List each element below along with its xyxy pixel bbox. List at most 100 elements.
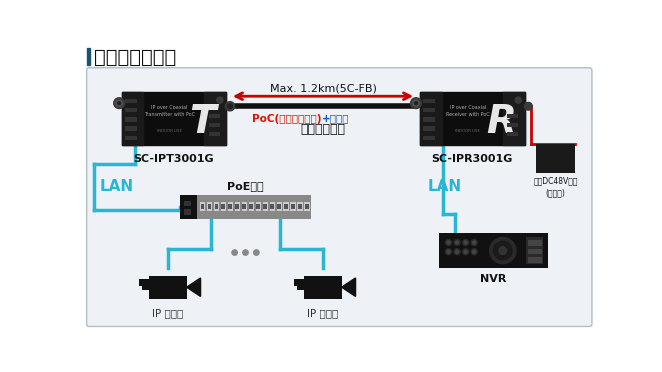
Bar [124, 99, 137, 103]
Bar [526, 237, 543, 264]
Circle shape [114, 98, 124, 109]
Polygon shape [342, 278, 355, 296]
Bar [222, 204, 225, 209]
Bar [508, 114, 518, 118]
Circle shape [490, 238, 516, 264]
Circle shape [524, 102, 532, 110]
Circle shape [446, 240, 451, 246]
Bar [536, 144, 575, 173]
Bar [236, 204, 239, 209]
Bar [420, 92, 524, 145]
Text: 電源DC48V入力
(付属品): 電源DC48V入力 (付属品) [534, 176, 578, 197]
Bar [87, 48, 90, 65]
Circle shape [463, 240, 469, 246]
Bar [293, 279, 305, 286]
Bar [179, 195, 197, 219]
Bar [124, 126, 137, 131]
Circle shape [493, 241, 512, 260]
Circle shape [455, 250, 459, 253]
Bar [423, 99, 436, 103]
Circle shape [447, 250, 450, 253]
Circle shape [515, 97, 522, 103]
Bar [122, 92, 226, 145]
Bar [528, 240, 542, 246]
Bar [291, 202, 296, 211]
Bar [263, 204, 267, 209]
Bar [209, 123, 220, 127]
Bar [250, 204, 254, 209]
Circle shape [464, 241, 467, 244]
Bar [201, 204, 205, 209]
Bar [508, 132, 518, 136]
Bar [440, 233, 547, 268]
Circle shape [464, 250, 467, 253]
Circle shape [228, 104, 232, 109]
Bar [503, 92, 524, 145]
Circle shape [225, 102, 234, 111]
Bar [214, 204, 218, 209]
Circle shape [471, 249, 477, 255]
Bar [423, 117, 436, 122]
Text: Max. 1.2km(5C-FB): Max. 1.2km(5C-FB) [269, 83, 377, 93]
Circle shape [243, 250, 248, 255]
Text: IP over Coaxial
Receiver with PoC: IP over Coaxial Receiver with PoC [446, 105, 490, 117]
Text: R: R [487, 103, 516, 141]
Circle shape [232, 250, 238, 255]
Bar [207, 204, 211, 209]
Bar [205, 92, 226, 145]
Bar [508, 123, 518, 127]
Circle shape [413, 100, 419, 106]
Text: IP カメラ: IP カメラ [152, 308, 183, 318]
Bar [124, 117, 137, 122]
Bar [256, 204, 260, 209]
Bar [305, 202, 310, 211]
Text: LAN: LAN [428, 179, 462, 195]
Circle shape [414, 102, 418, 105]
Bar [234, 202, 240, 211]
Bar [138, 279, 150, 286]
Bar [242, 204, 246, 209]
Text: PoC(送信機用電力): PoC(送信機用電力) [252, 113, 322, 124]
Text: IP カメラ: IP カメラ [307, 308, 339, 318]
Bar [269, 202, 275, 211]
Bar [200, 202, 205, 211]
Polygon shape [187, 278, 201, 296]
Bar [179, 195, 311, 219]
Bar [124, 108, 137, 112]
Bar [256, 202, 261, 211]
Bar [183, 201, 191, 206]
Circle shape [454, 249, 460, 255]
Text: PoEハブ: PoEハブ [227, 181, 264, 191]
Text: システム構成図: システム構成図 [93, 48, 176, 67]
Circle shape [410, 98, 422, 109]
Bar [297, 202, 303, 211]
FancyBboxPatch shape [87, 68, 592, 327]
Text: T: T [189, 103, 216, 141]
Bar [124, 135, 137, 140]
Bar [228, 204, 232, 209]
Bar [122, 92, 143, 145]
Bar [284, 204, 288, 209]
Circle shape [454, 240, 460, 246]
Bar [420, 92, 442, 145]
Bar [305, 276, 342, 299]
Bar [183, 209, 191, 215]
Bar [277, 204, 281, 209]
Text: IP over Coaxial
Transmitter with PoC: IP over Coaxial Transmitter with PoC [144, 105, 195, 117]
Bar [242, 202, 247, 211]
Text: SC-IPT3001G: SC-IPT3001G [134, 154, 214, 164]
Circle shape [473, 241, 476, 244]
Bar [277, 202, 282, 211]
Circle shape [447, 241, 450, 244]
Bar [423, 135, 436, 140]
Text: NVR: NVR [481, 274, 506, 284]
Circle shape [446, 249, 451, 255]
Bar [209, 132, 220, 136]
Bar [270, 204, 274, 209]
Circle shape [473, 250, 476, 253]
Text: +データ: +データ [322, 113, 349, 124]
Bar [209, 114, 220, 118]
Bar [298, 204, 302, 209]
Circle shape [455, 241, 459, 244]
Circle shape [499, 247, 506, 254]
